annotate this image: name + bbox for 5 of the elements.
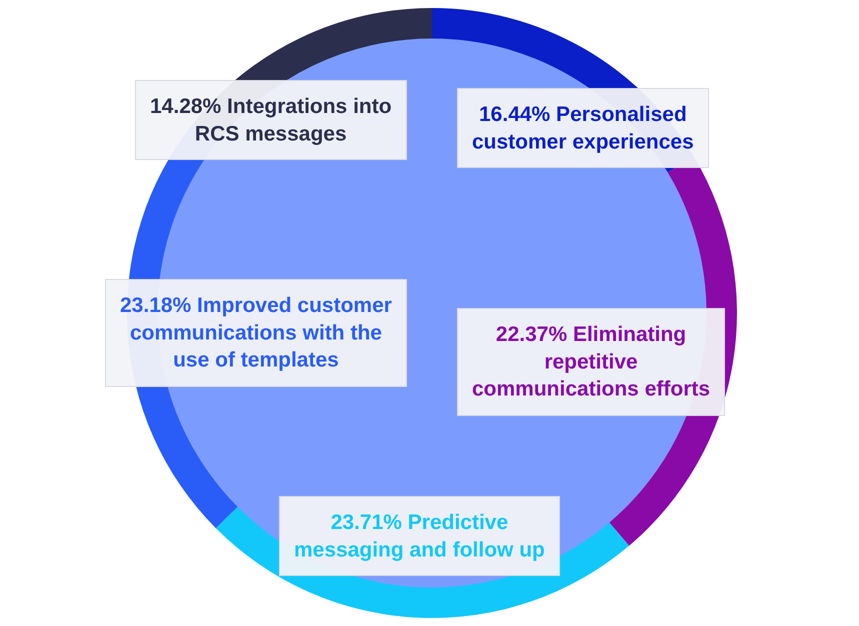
slice-label: 14.28% Integrations into RCS messages (150, 95, 392, 146)
slice-label: 23.71% Predictive messaging and follow up (294, 511, 545, 562)
slice-label: 23.18% Improved customer communications with the use of templates (120, 294, 392, 372)
slice-label: 16.44% Personalised customer experiences (472, 103, 694, 154)
slice-label: 22.37% Eliminating repetitive communications efforts (472, 323, 710, 401)
